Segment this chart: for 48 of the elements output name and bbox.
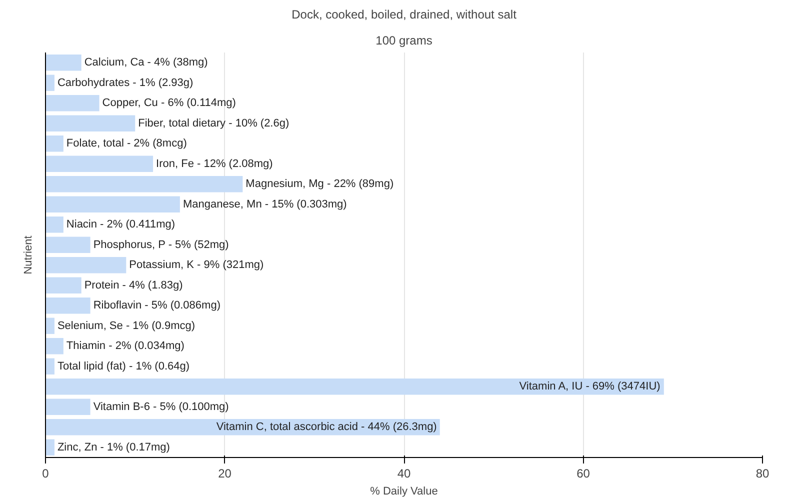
bar	[46, 156, 154, 172]
bar	[46, 439, 54, 456]
x-tick-label: 40	[397, 466, 411, 480]
category-label: Riboflavin - 5% (0.086mg)	[93, 300, 220, 312]
bar	[46, 318, 54, 334]
category-label: Vitamin A, IU - 69% (3474IU)	[519, 380, 660, 393]
bar	[46, 378, 664, 395]
chart-subtitle: 100 grams	[376, 34, 432, 48]
bar	[46, 196, 180, 212]
category-label: Manganese, Mn - 15% (0.303mg)	[182, 198, 347, 210]
category-label: Protein - 4% (1.83g)	[84, 279, 183, 292]
x-tick-label: 0	[42, 466, 50, 480]
bar	[46, 257, 126, 274]
x-tick-label: 60	[576, 466, 590, 480]
category-label: Folate, total - 2% (8mcg)	[66, 138, 187, 150]
category-label: Thiamin - 2% (0.034mg)	[66, 340, 184, 352]
x-tick-label: 80	[756, 466, 770, 480]
bar	[46, 54, 82, 71]
category-label: Vitamin C, total ascorbic acid - 44% (26.3mg)	[216, 421, 437, 434]
bar	[46, 236, 90, 253]
bar	[46, 115, 136, 132]
bar	[46, 298, 90, 314]
bar	[46, 338, 64, 354]
category-label: Total lipid (fat) - 1% (0.64g)	[57, 360, 190, 372]
x-tick-label: 20	[218, 466, 232, 480]
category-label: Selenium, Se - 1% (0.9mcg)	[57, 320, 196, 332]
bar	[46, 95, 100, 112]
category-label: Copper, Cu - 6% (0.114mg)	[102, 97, 236, 110]
bar	[46, 176, 243, 192]
category-label: Fiber, total dietary - 10% (2.6g)	[138, 117, 290, 130]
bar	[46, 398, 90, 415]
bar	[46, 358, 54, 374]
category-label: Calcium, Ca - 4% (38mg)	[84, 56, 208, 69]
category-label: Potassium, K - 9% (321mg)	[129, 259, 264, 272]
category-label: Zinc, Zn - 1% (0.17mg)	[57, 441, 170, 454]
bar	[46, 136, 64, 152]
category-label: Phosphorus, P - 5% (52mg)	[93, 238, 229, 251]
category-label: Carbohydrates - 1% (2.93g)	[57, 76, 194, 89]
category-label: Magnesium, Mg - 22% (89mg)	[246, 178, 394, 190]
category-label: Iron, Fe - 12% (2.08mg)	[156, 158, 273, 170]
bar	[46, 277, 82, 294]
x-axis-title: % Daily Value	[370, 486, 438, 498]
bar	[46, 74, 54, 91]
category-label: Niacin - 2% (0.411mg)	[66, 218, 176, 231]
category-label: Vitamin B-6 - 5% (0.100mg)	[93, 400, 229, 413]
chart-title: Dock, cooked, boiled, drained, without salt	[292, 8, 518, 22]
y-axis-title: Nutrient	[22, 236, 34, 274]
bar	[46, 216, 64, 233]
